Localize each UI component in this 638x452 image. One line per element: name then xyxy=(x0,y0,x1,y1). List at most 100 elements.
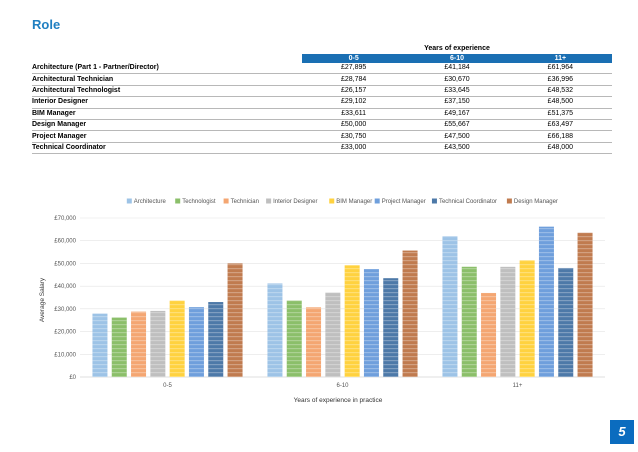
salary-cell: £55,667 xyxy=(405,119,509,132)
page-title: Role xyxy=(32,17,61,32)
x-axis-ticks: 0-5 6-10 11+ xyxy=(163,383,523,389)
salary-cell: £43,500 xyxy=(405,142,509,155)
salary-table-grid: 0-5 6-10 11+ Architecture (Part 1 - Part… xyxy=(32,54,612,155)
legend-swatch xyxy=(329,198,335,204)
chart-legend: Architecture Technologist Technician Interi… xyxy=(126,198,558,205)
role-cell: Design Manager xyxy=(32,119,302,132)
legend-label: BIM Manager xyxy=(336,199,372,205)
y-tick-label: £60,000 xyxy=(54,239,76,245)
salary-cell: £36,996 xyxy=(508,73,612,86)
role-cell: BIM Manager xyxy=(32,108,302,120)
table-row: Design Manager £50,000 £55,667 £63,497 xyxy=(32,119,612,132)
salary-cell: £33,645 xyxy=(405,85,509,98)
salary-bar-chart: £0 £10,000 £20,000 £30,000 £40,000 £50,000 £60… xyxy=(39,198,605,404)
bar-texture xyxy=(383,278,399,377)
bar-texture xyxy=(344,265,360,377)
salary-cell: £30,670 xyxy=(405,73,509,86)
bars xyxy=(92,226,593,377)
x-tick-label: 11+ xyxy=(513,383,523,389)
salary-cell: £33,611 xyxy=(302,108,406,120)
salary-cell: £48,532 xyxy=(508,85,612,98)
table-header-row: 0-5 6-10 11+ xyxy=(32,54,612,63)
bar-texture xyxy=(286,300,302,377)
salary-cell: £47,500 xyxy=(405,130,509,143)
bar-texture xyxy=(363,269,379,377)
bar-texture xyxy=(92,313,108,377)
salary-cell: £37,150 xyxy=(405,96,509,109)
table-row: Architectural Technologist £26,157 £33,6… xyxy=(32,85,612,98)
y-axis-ticks: £0 £10,000 £20,000 £30,000 £40,000 £50,000 £60… xyxy=(54,216,76,381)
bar-texture xyxy=(442,236,458,377)
bar-texture xyxy=(461,266,477,377)
legend-swatch xyxy=(431,198,437,204)
bar-texture xyxy=(111,317,127,377)
table-row: Architectural Technician £28,784 £30,670… xyxy=(32,73,612,86)
salary-cell: £41,184 xyxy=(405,63,509,75)
bar-texture xyxy=(325,292,341,377)
salary-cell: £27,895 xyxy=(302,63,406,75)
bar-texture xyxy=(538,226,554,377)
page-number: 5 xyxy=(610,420,634,444)
legend-label: Technician xyxy=(231,199,259,205)
salary-cell: £30,750 xyxy=(302,130,406,143)
salary-cell: £66,188 xyxy=(508,130,612,143)
x-tick-label: 6-10 xyxy=(336,383,349,389)
role-cell: Architectural Technician xyxy=(32,73,302,86)
legend-swatch xyxy=(223,198,229,204)
bar-texture xyxy=(150,310,166,377)
salary-cell: £61,964 xyxy=(508,63,612,75)
years-of-experience-header: Years of experience xyxy=(424,45,490,52)
role-cell: Architectural Technologist xyxy=(32,85,302,98)
table-row: BIM Manager £33,611 £49,167 £51,375 xyxy=(32,108,612,120)
gridlines xyxy=(80,217,605,378)
y-tick-label: £20,000 xyxy=(54,330,76,336)
legend-swatch xyxy=(126,198,132,204)
role-column-header xyxy=(32,54,302,63)
salary-cell: £48,500 xyxy=(508,96,612,109)
salary-cell: £28,784 xyxy=(302,73,406,86)
legend-label: Design Manager xyxy=(514,199,558,205)
table-row: Interior Designer £29,102 £37,150 £48,50… xyxy=(32,96,612,109)
y-axis-label: Average Salary xyxy=(39,277,46,322)
x-tick-label: 0-5 xyxy=(163,383,172,389)
legend-label: Project Manager xyxy=(382,199,426,205)
y-tick-label: £50,000 xyxy=(54,261,76,267)
bar-texture xyxy=(208,302,224,377)
bar-texture xyxy=(577,232,593,377)
role-cell: Project Manager xyxy=(32,130,302,143)
salary-cell: £29,102 xyxy=(302,96,406,109)
legend-swatch xyxy=(175,198,181,204)
y-tick-label: £30,000 xyxy=(54,307,76,313)
bar-texture xyxy=(131,311,147,377)
salary-cell: £50,000 xyxy=(302,119,406,132)
legend-label: Technical Coordinator xyxy=(439,199,497,205)
role-cell: Architecture (Part 1 - Partner/Director) xyxy=(32,63,302,75)
column-header: 11+ xyxy=(508,54,612,63)
legend-swatch xyxy=(374,198,380,204)
y-tick-label: £10,000 xyxy=(54,352,76,358)
y-tick-label: £0 xyxy=(69,375,76,381)
legend-swatch xyxy=(266,198,272,204)
legend-label: Architecture xyxy=(134,199,167,205)
bar-texture xyxy=(481,292,497,377)
y-tick-label: £40,000 xyxy=(54,284,76,290)
bar-texture xyxy=(169,300,185,377)
bar-texture xyxy=(500,266,516,377)
legend-label: Technologist xyxy=(182,199,216,205)
legend-label: Interior Designer xyxy=(273,199,317,205)
salary-cell: £49,167 xyxy=(405,108,509,120)
bar-texture xyxy=(402,250,418,377)
bar-texture xyxy=(227,263,243,377)
table-row: Technical Coordinator £33,000 £43,500 £4… xyxy=(32,142,612,155)
column-header: 6-10 xyxy=(405,54,509,63)
column-header: 0-5 xyxy=(302,54,406,63)
salary-cell: £51,375 xyxy=(508,108,612,120)
x-axis-label: Years of experience in practice xyxy=(294,397,383,404)
bar-texture xyxy=(188,307,204,377)
role-cell: Technical Coordinator xyxy=(32,142,302,155)
role-cell: Interior Designer xyxy=(32,96,302,109)
table-row: Project Manager £30,750 £47,500 £66,188 xyxy=(32,130,612,143)
salary-cell: £33,000 xyxy=(302,142,406,155)
salary-cell: £26,157 xyxy=(302,85,406,98)
legend-swatch xyxy=(506,198,512,204)
